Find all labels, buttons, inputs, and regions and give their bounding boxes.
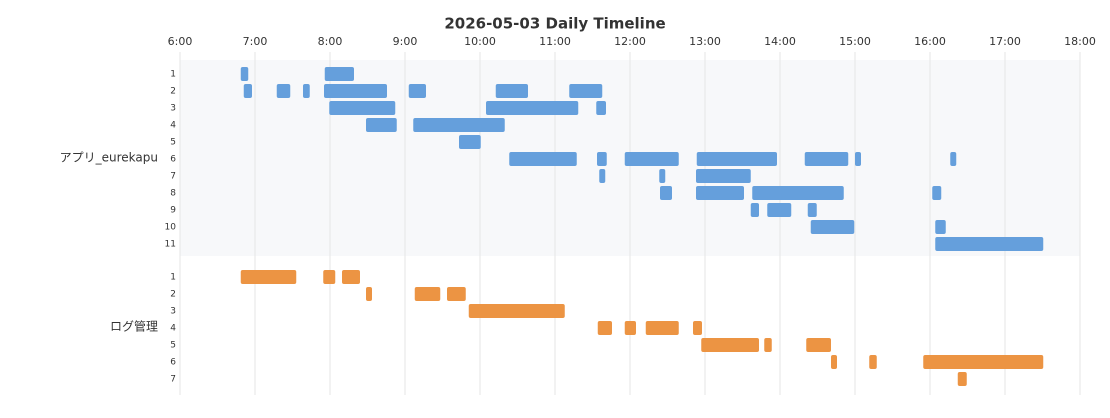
x-tick-label: 8:00: [318, 35, 343, 48]
bar: [569, 84, 603, 98]
row-label: 3: [170, 307, 176, 317]
bar: [324, 67, 354, 81]
bar: [869, 355, 877, 369]
bar: [509, 152, 577, 166]
bar: [810, 220, 855, 234]
bar: [459, 135, 481, 149]
bar: [468, 304, 565, 318]
bar: [806, 338, 831, 352]
bar: [645, 321, 679, 335]
x-tick-label: 14:00: [764, 35, 796, 48]
bar: [276, 84, 291, 98]
bar: [240, 270, 297, 284]
row-label: 9: [170, 206, 176, 216]
row-label: 11: [165, 240, 176, 250]
row-label: 4: [170, 121, 176, 131]
bar: [831, 355, 837, 369]
x-tick-label: 18:00: [1064, 35, 1096, 48]
bar: [923, 355, 1044, 369]
group-label: ログ管理: [110, 319, 158, 334]
bar: [303, 84, 310, 98]
row-label: 1: [170, 70, 176, 80]
row-label: 2: [170, 290, 176, 300]
bar: [660, 186, 672, 200]
chart-title: 2026-05-03 Daily Timeline: [444, 15, 665, 33]
bar: [414, 287, 441, 301]
bar: [486, 101, 579, 115]
bar: [950, 152, 957, 166]
bar: [767, 203, 792, 217]
bar: [855, 152, 861, 166]
bar: [935, 237, 1044, 251]
bar: [366, 287, 372, 301]
row-label: 8: [170, 189, 176, 199]
x-tick-label: 6:00: [168, 35, 193, 48]
row-label: 3: [170, 104, 176, 114]
x-tick-label: 12:00: [614, 35, 646, 48]
bar: [659, 169, 666, 183]
x-tick-label: 15:00: [839, 35, 871, 48]
x-tick-label: 9:00: [393, 35, 418, 48]
row-label: 6: [170, 358, 176, 368]
bar: [342, 270, 360, 284]
bar: [413, 118, 505, 132]
bar: [597, 321, 612, 335]
bar: [750, 203, 759, 217]
x-tick-label: 17:00: [989, 35, 1021, 48]
bar: [324, 84, 387, 98]
bar: [599, 169, 606, 183]
bar: [696, 169, 751, 183]
x-tick-label: 10:00: [464, 35, 496, 48]
bar: [932, 186, 942, 200]
bar: [240, 67, 249, 81]
row-label: 1: [170, 273, 176, 283]
bar: [597, 152, 607, 166]
x-tick-label: 7:00: [243, 35, 268, 48]
bar: [764, 338, 772, 352]
bar: [447, 287, 466, 301]
bar: [693, 321, 702, 335]
bar: [323, 270, 336, 284]
row-label: 10: [165, 223, 177, 233]
row-label: 2: [170, 87, 176, 97]
bar: [701, 338, 759, 352]
x-tick-label: 16:00: [914, 35, 946, 48]
group-label: アプリ_eurekapu: [60, 151, 158, 165]
row-label: 5: [170, 341, 176, 351]
bar: [408, 84, 426, 98]
bar: [696, 152, 777, 166]
x-tick-label: 11:00: [539, 35, 571, 48]
bar: [696, 186, 744, 200]
row-label: 6: [170, 155, 176, 165]
bar: [804, 152, 849, 166]
bar: [752, 186, 844, 200]
row-label: 5: [170, 138, 176, 148]
bar: [243, 84, 252, 98]
bar: [624, 321, 636, 335]
bar: [807, 203, 817, 217]
x-tick-label: 13:00: [689, 35, 721, 48]
bar: [957, 372, 967, 386]
row-label: 7: [170, 375, 176, 385]
bar: [624, 152, 679, 166]
row-label: 7: [170, 172, 176, 182]
bar: [495, 84, 528, 98]
bar: [329, 101, 396, 115]
bar: [366, 118, 397, 132]
bar: [935, 220, 946, 234]
bar: [596, 101, 606, 115]
row-label: 4: [170, 324, 176, 334]
